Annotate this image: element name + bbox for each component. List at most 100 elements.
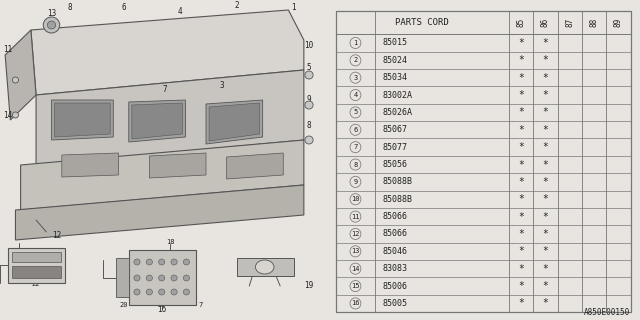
Text: *: * [518,264,524,274]
Text: 85046: 85046 [383,247,408,256]
Polygon shape [116,258,129,297]
Text: 85015: 85015 [383,38,408,47]
Text: *: * [543,264,548,274]
Polygon shape [20,140,304,210]
Polygon shape [149,153,206,178]
Circle shape [171,259,177,265]
Circle shape [134,259,140,265]
Text: 11: 11 [4,45,13,54]
Text: *: * [518,38,524,48]
Polygon shape [129,250,196,305]
Text: 13: 13 [47,10,56,19]
Text: *: * [518,55,524,65]
Text: 85088B: 85088B [383,177,413,186]
Text: 5: 5 [307,63,311,73]
Text: *: * [543,90,548,100]
Text: 18: 18 [166,239,174,245]
Ellipse shape [255,260,274,274]
Text: *: * [518,108,524,117]
Text: *: * [543,125,548,135]
Text: *: * [543,229,548,239]
Text: 10: 10 [305,41,314,50]
Polygon shape [129,100,186,142]
Text: 85056: 85056 [383,160,408,169]
Text: 89: 89 [614,18,623,27]
Polygon shape [5,30,36,120]
Text: 3: 3 [219,81,224,90]
Text: 14: 14 [4,110,13,119]
Polygon shape [62,153,118,177]
Text: 83083: 83083 [383,264,408,273]
Circle shape [305,136,313,144]
Circle shape [171,289,177,295]
Text: 3: 3 [353,75,358,81]
Circle shape [147,259,152,265]
Text: *: * [543,108,548,117]
Circle shape [171,275,177,281]
Text: 85: 85 [516,18,525,27]
Text: *: * [543,55,548,65]
Text: 10: 10 [351,196,360,202]
Text: 22: 22 [32,281,40,287]
Text: 16: 16 [351,300,360,307]
Polygon shape [36,70,304,165]
Text: 85006: 85006 [383,282,408,291]
Text: *: * [518,281,524,291]
Text: 88: 88 [589,18,598,27]
Text: *: * [543,142,548,152]
Text: PARTS CORD: PARTS CORD [396,18,449,27]
Text: 9: 9 [353,179,358,185]
Text: 11: 11 [351,213,360,220]
Polygon shape [12,266,61,278]
Circle shape [183,275,189,281]
Text: *: * [518,73,524,83]
Polygon shape [51,100,113,140]
Circle shape [44,17,60,33]
Text: 14: 14 [351,266,360,272]
Text: *: * [543,281,548,291]
Text: 8: 8 [68,3,72,12]
Polygon shape [227,153,284,179]
Polygon shape [12,252,61,262]
Circle shape [183,259,189,265]
Circle shape [147,275,152,281]
Text: 85088B: 85088B [383,195,413,204]
Text: 85066: 85066 [383,212,408,221]
Text: *: * [518,125,524,135]
Text: 7: 7 [353,144,358,150]
Text: 2: 2 [353,57,358,63]
Circle shape [159,275,165,281]
Text: 87: 87 [565,18,574,27]
Circle shape [305,101,313,109]
Polygon shape [54,103,110,137]
Text: 5: 5 [353,109,358,116]
Text: 13: 13 [351,248,360,254]
Text: *: * [543,194,548,204]
Text: 6: 6 [122,4,126,12]
Text: *: * [543,212,548,221]
Text: 20: 20 [119,302,128,308]
Text: 85034: 85034 [383,73,408,82]
Text: 4: 4 [178,7,182,17]
Text: 85026A: 85026A [383,108,413,117]
Text: *: * [518,212,524,221]
Text: *: * [543,177,548,187]
Text: 2: 2 [235,2,239,11]
Text: *: * [543,299,548,308]
Circle shape [134,275,140,281]
Text: *: * [543,246,548,256]
Circle shape [47,21,56,29]
Circle shape [183,289,189,295]
Text: A850E00150: A850E00150 [584,308,630,317]
Text: *: * [518,194,524,204]
Text: *: * [518,142,524,152]
Text: *: * [543,73,548,83]
Text: *: * [518,299,524,308]
Text: 21: 21 [157,302,166,308]
Text: 8: 8 [307,121,311,130]
Text: 85077: 85077 [383,143,408,152]
Polygon shape [31,10,304,95]
Text: *: * [518,90,524,100]
Text: 85024: 85024 [383,56,408,65]
Circle shape [12,112,19,118]
